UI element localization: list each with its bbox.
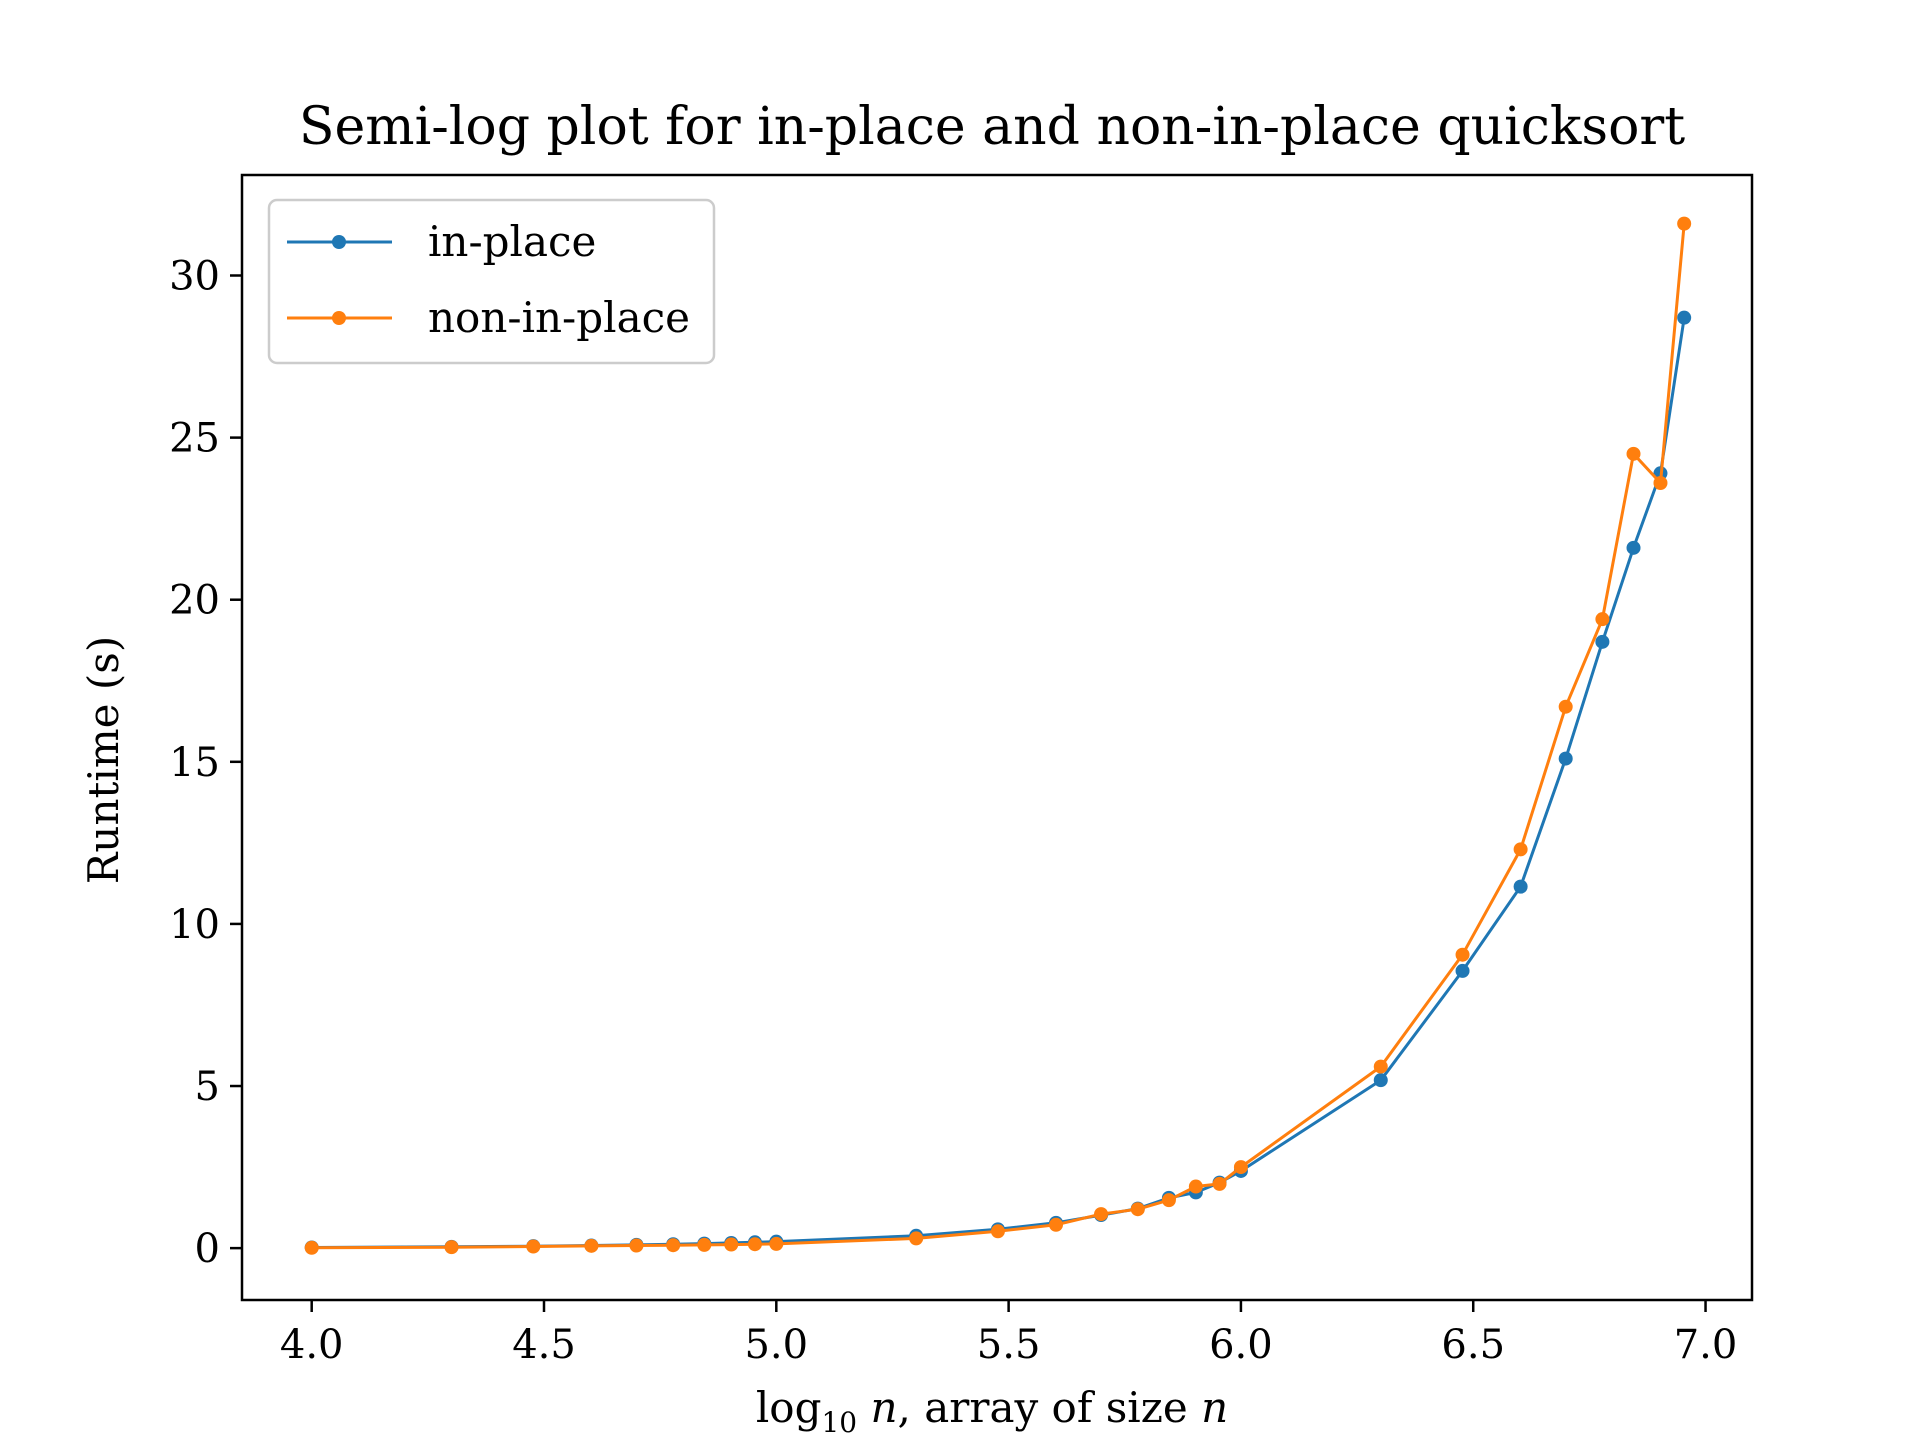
x-axis-label-subscript: 10 — [821, 1406, 857, 1439]
data-point-non-in-place — [1233, 1160, 1248, 1175]
axes-frame — [240, 173, 1754, 1302]
y-tick-label: 30 — [169, 254, 220, 300]
x-tick-label: 6.5 — [1441, 1322, 1505, 1368]
data-point-in-place — [1513, 879, 1528, 894]
data-point-non-in-place — [1049, 1217, 1064, 1232]
data-point-non-in-place — [724, 1237, 739, 1252]
data-point-non-in-place — [697, 1237, 712, 1252]
y-tick-label: 15 — [169, 740, 220, 786]
data-point-non-in-place — [1188, 1179, 1203, 1194]
chart-title: Semi-log plot for in-place and non-in-pl… — [299, 97, 1685, 157]
legend-label-in-place: in-place — [428, 217, 596, 266]
x-tick-label: 5.0 — [744, 1322, 808, 1368]
x-axis-label-middle: , array of size — [898, 1383, 1202, 1432]
data-point-non-in-place — [990, 1224, 1005, 1239]
y-axis-label: Runtime (s) — [79, 636, 128, 884]
data-point-non-in-place — [666, 1238, 681, 1253]
data-point-non-in-place — [1373, 1059, 1388, 1074]
legend-marker-in-place — [332, 235, 346, 249]
series-layer — [304, 216, 1692, 1255]
legend-marker-non-in-place — [332, 311, 346, 325]
x-tick-label: 4.5 — [512, 1322, 576, 1368]
data-point-non-in-place — [1212, 1176, 1227, 1191]
data-point-non-in-place — [526, 1239, 541, 1254]
x-tick-label: 4.0 — [280, 1322, 344, 1368]
data-point-non-in-place — [1653, 475, 1668, 490]
data-point-non-in-place — [629, 1238, 644, 1253]
data-point-non-in-place — [304, 1240, 319, 1255]
x-axis-label-var: n — [870, 1383, 897, 1432]
legend: in-place non-in-place — [267, 198, 716, 365]
x-tick-label: 7.0 — [1674, 1322, 1738, 1368]
x-axis-label: log10 n, array of size n — [756, 1383, 1228, 1439]
data-point-in-place — [1626, 540, 1641, 555]
y-tick-label: 5 — [195, 1064, 220, 1110]
y-tick-label: 0 — [195, 1226, 220, 1272]
data-point-non-in-place — [1455, 947, 1470, 962]
data-point-in-place — [1558, 751, 1573, 766]
x-tick-label: 5.5 — [977, 1322, 1041, 1368]
data-point-non-in-place — [1626, 446, 1641, 461]
data-point-in-place — [1373, 1073, 1388, 1088]
y-tick-label: 10 — [169, 902, 220, 948]
data-point-non-in-place — [1595, 612, 1610, 627]
data-point-non-in-place — [1558, 699, 1573, 714]
y-tick-label: 25 — [169, 416, 220, 462]
x-axis-label-var2: n — [1201, 1383, 1228, 1432]
data-point-in-place — [1677, 310, 1692, 325]
data-point-non-in-place — [1130, 1202, 1145, 1217]
data-point-non-in-place — [1094, 1207, 1109, 1222]
series-non-in-place — [304, 216, 1692, 1255]
y-tick-label: 20 — [169, 578, 220, 624]
x-axis: 4.0 4.5 5.0 5.5 6.0 6.5 7.0 — [280, 1300, 1737, 1368]
legend-label-non-in-place: non-in-place — [428, 293, 690, 342]
y-axis: 0 5 10 15 20 25 30 — [169, 254, 242, 1272]
data-point-non-in-place — [444, 1240, 459, 1255]
data-point-non-in-place — [1677, 216, 1692, 231]
plot-area: 4.0 4.5 5.0 5.5 6.0 6.5 7.0 0 5 10 15 20 25 30 — [169, 173, 1754, 1368]
x-axis-label-prefix: log — [756, 1383, 822, 1432]
x-tick-label: 6.0 — [1209, 1322, 1273, 1368]
data-point-in-place — [1455, 963, 1470, 978]
data-point-in-place — [1595, 634, 1610, 649]
data-point-non-in-place — [769, 1236, 784, 1251]
data-point-non-in-place — [1513, 842, 1528, 857]
data-point-non-in-place — [1161, 1193, 1176, 1208]
data-point-non-in-place — [909, 1231, 924, 1246]
data-point-non-in-place — [584, 1238, 599, 1253]
data-point-non-in-place — [747, 1237, 762, 1252]
